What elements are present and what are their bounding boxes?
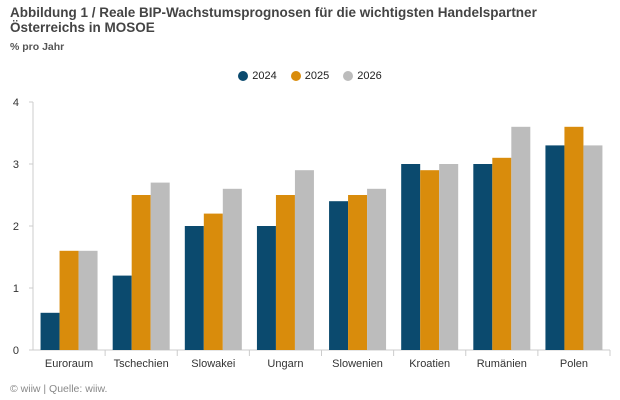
bar-2025 — [275, 195, 295, 350]
legend-label-2026: 2026 — [357, 70, 382, 82]
legend-marker-2026 — [343, 71, 354, 81]
x-tick-label: Euroraum — [45, 358, 93, 370]
bar-2025 — [203, 213, 223, 350]
y-tick-label: 3 — [13, 159, 19, 171]
bar-2024 — [256, 226, 276, 350]
bar-2024 — [112, 275, 132, 350]
bar-2025 — [492, 157, 512, 350]
y-tick-label: 0 — [13, 345, 19, 357]
bar-2026 — [511, 126, 531, 350]
y-tick-label: 4 — [13, 97, 19, 109]
bar-2025 — [348, 195, 368, 350]
bar-2026 — [294, 170, 314, 350]
bar-2026 — [439, 164, 459, 350]
bar-2025 — [131, 195, 151, 350]
bar-2024 — [545, 145, 565, 350]
bar-2026 — [222, 188, 242, 350]
x-tick-label: Slowenien — [332, 358, 383, 370]
source-note: © wiiw | Quelle: wiiw. — [10, 383, 108, 395]
bar-2025 — [564, 126, 584, 350]
x-tick-label: Ungarn — [267, 358, 303, 370]
legend-item-2025[interactable]: 2025 — [290, 70, 330, 82]
legend-label-2025: 2025 — [304, 70, 330, 82]
legend-item-2024[interactable]: 2024 — [238, 70, 277, 82]
bar-2026 — [78, 250, 98, 350]
bar-2024 — [184, 226, 204, 350]
chart-subtitle: % pro Jahr — [10, 41, 65, 53]
chart-title: Abbildung 1 / Reale BIP-Wachstumsprognos… — [10, 5, 537, 35]
bar-2025 — [420, 170, 440, 350]
legend-marker-2024 — [238, 71, 249, 81]
bar-2026 — [583, 145, 603, 350]
bar-2024 — [401, 164, 421, 350]
bar-2025 — [59, 250, 79, 350]
x-tick-label: Polen — [560, 358, 588, 370]
x-tick-label: Slowakei — [191, 358, 235, 370]
x-tick-label: Kroatien — [409, 358, 450, 370]
legend-marker-2025 — [290, 71, 301, 81]
x-tick-label: Tschechien — [114, 358, 169, 370]
bar-2024 — [473, 164, 493, 350]
bar-2026 — [367, 188, 387, 350]
legend-label-2024: 2024 — [252, 70, 277, 82]
legend-item-2026[interactable]: 2026 — [343, 70, 382, 82]
x-tick-label: Rumänien — [477, 358, 527, 370]
y-tick-label: 1 — [13, 283, 19, 295]
bar-2024 — [40, 312, 60, 350]
legend: 2024 2025 2026 — [0, 70, 620, 82]
bar-2024 — [329, 201, 349, 350]
y-tick-label: 2 — [13, 221, 19, 233]
bar-2026 — [150, 182, 170, 350]
